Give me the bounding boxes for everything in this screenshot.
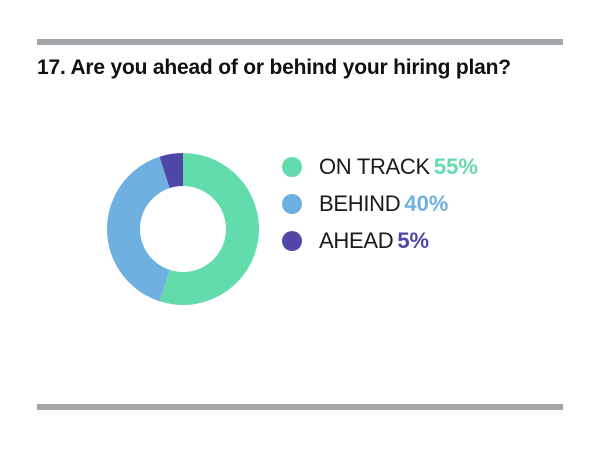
donut-slice-ahead: [159, 153, 183, 189]
legend: ON TRACK 55% BEHIND 40% AHEAD 5%: [282, 148, 478, 259]
legend-swatch-ahead: [282, 230, 302, 251]
legend-swatch-on-track: [282, 156, 302, 177]
legend-value-ahead: 5%: [397, 227, 430, 253]
chart-title: 17. Are you ahead of or behind your hiri…: [37, 56, 511, 79]
donut-slice-on-track: [159, 153, 259, 305]
legend-label-ahead: AHEAD: [319, 227, 394, 253]
legend-label-behind: BEHIND: [319, 190, 401, 216]
bottom-divider: [37, 404, 563, 410]
top-divider: [37, 39, 563, 45]
legend-label-on-track: ON TRACK: [319, 153, 430, 179]
donut-slice-behind: [107, 156, 170, 302]
legend-swatch-behind: [282, 193, 302, 214]
legend-value-on-track: 55%: [433, 153, 478, 179]
legend-item-behind: BEHIND 40%: [282, 185, 478, 222]
legend-value-behind: 40%: [404, 190, 449, 216]
legend-item-ahead: AHEAD 5%: [282, 222, 478, 259]
donut-chart: [107, 153, 259, 305]
legend-item-on-track: ON TRACK 55%: [282, 148, 478, 185]
